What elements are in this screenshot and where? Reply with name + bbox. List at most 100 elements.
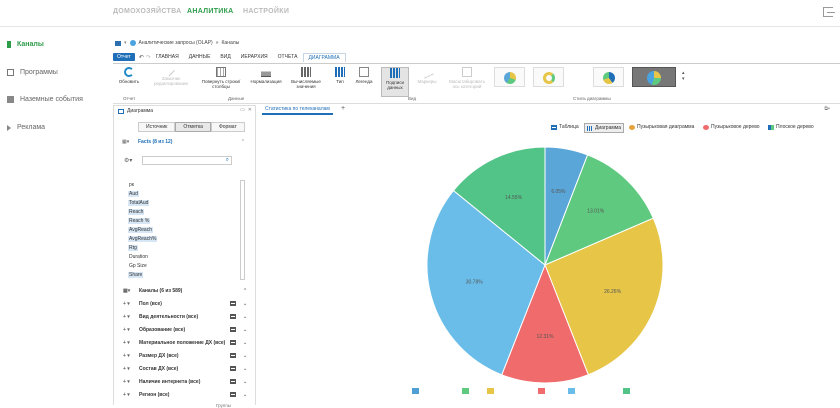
tab-view[interactable]: ВИД (220, 54, 231, 60)
pie-thumb-icon (503, 72, 516, 84)
filter-list-icon[interactable] (230, 327, 236, 332)
chart-style-1[interactable] (494, 67, 525, 87)
tab-data[interactable]: ДАННЫЕ (188, 54, 211, 60)
list-item[interactable]: Rtg (128, 245, 138, 251)
list-item[interactable]: Aud (128, 191, 139, 197)
collapse-icon[interactable]: ⌃ (240, 139, 245, 145)
list-item[interactable]: Reach (128, 209, 145, 215)
bubble-chart-button[interactable]: Пузырьковая диаграмма (627, 123, 696, 131)
group-view-label: Вид (408, 96, 417, 101)
logout-icon[interactable] (823, 7, 835, 17)
chevron-down-icon[interactable]: ⌄ (243, 327, 248, 333)
treemap-icon (768, 124, 774, 130)
segment-mark[interactable]: Отметка (175, 122, 211, 132)
sidebar: Каналы Программы Наземные события Реклам… (0, 27, 110, 405)
filter-list-icon[interactable] (230, 301, 236, 306)
table-icon (551, 124, 557, 130)
chevron-down-icon[interactable]: ⌄ (243, 392, 248, 398)
sidebar-item-programs[interactable]: Программы (7, 69, 58, 76)
list-item[interactable]: Gp Size (129, 263, 147, 269)
calc-chart-icon (301, 67, 311, 77)
chart-style-3[interactable] (593, 67, 624, 87)
panel-close-icon[interactable]: ✕ (247, 107, 252, 113)
sidebar-item-events[interactable]: Наземные события (7, 96, 83, 103)
bubble-tree-button[interactable]: Пузырьковое дерево (701, 123, 762, 131)
chevron-down-icon[interactable]: ⌄ (243, 301, 248, 307)
tab-analytics[interactable]: АНАЛИТИКА (187, 8, 234, 15)
undo-icon[interactable]: ↶ (138, 54, 144, 61)
panel-segments: Источник Отметка Формат (138, 122, 245, 132)
legend-icon (359, 67, 369, 77)
chart-style-2[interactable] (533, 67, 564, 87)
segment-format[interactable]: Формат (210, 122, 245, 132)
sidebar-item-channels[interactable]: Каналы (7, 41, 44, 48)
breadcrumb-current[interactable]: Каналы (221, 40, 240, 46)
visualization-area: Статистика по телеканалам + ⧉▾ Таблица Д… (257, 105, 840, 405)
tab-main[interactable]: ГЛАВНАЯ (155, 54, 179, 60)
table-view-button[interactable]: Таблица (549, 123, 581, 131)
window-controls-icon[interactable]: ⧉▾ (824, 106, 830, 112)
type-button[interactable]: Тип (333, 67, 347, 84)
breadcrumb: ▾ Аналитические запросы (OLAP) » Каналы (115, 40, 239, 46)
markers-button[interactable]: Маркеры (415, 65, 439, 84)
list-item[interactable]: Reach % (128, 218, 151, 224)
sidebar-item-ads[interactable]: Реклама (7, 124, 45, 131)
grid-menu-icon[interactable]: ▦▾ (122, 139, 130, 145)
filter-list-icon[interactable] (230, 353, 236, 358)
filter-list-icon[interactable] (230, 392, 236, 397)
chart-view-button[interactable]: Диаграмма (584, 123, 625, 133)
tab-channel-stats[interactable]: Статистика по телеканалам (262, 105, 333, 115)
list-item[interactable]: AvgReach% (128, 236, 158, 242)
pie-thumb-icon (647, 71, 661, 85)
chart-icon (587, 125, 593, 131)
filter-list-icon[interactable] (230, 366, 236, 371)
tab-settings[interactable]: НАСТРОЙКИ (243, 8, 290, 15)
data-labels-button[interactable]: Подписи данных (381, 67, 409, 97)
legend-button[interactable]: Легенда (353, 67, 375, 84)
filter-list-icon[interactable] (230, 379, 236, 384)
segment-source[interactable]: Источник (138, 122, 176, 132)
field-list-scrollbar[interactable] (240, 180, 245, 280)
rotate-button[interactable]: Повернуть строки/столбцы (201, 67, 241, 89)
chevron-down-icon[interactable]: ⌄ (243, 314, 248, 320)
chevron-down-icon[interactable]: ⌄ (243, 353, 248, 359)
filter-list-icon[interactable] (230, 314, 236, 319)
field-search-input[interactable]: ⌕ (142, 156, 232, 165)
chevron-down-icon[interactable]: ⌄ (243, 366, 248, 372)
normalize-button[interactable]: Нормализация (247, 67, 285, 84)
list-item[interactable]: Share (128, 272, 144, 278)
list-item[interactable]: TotalAud (128, 200, 150, 206)
normalize-icon (261, 67, 271, 77)
list-item[interactable]: рк (129, 182, 134, 188)
report-button[interactable]: Отчет (113, 53, 135, 61)
tab-report[interactable]: ОТЧЕТА (277, 54, 298, 60)
tab-households[interactable]: ДОМОХОЗЯЙСТВА (113, 8, 182, 15)
tab-hierarchy[interactable]: ИЕРАРХИЯ (240, 54, 268, 60)
facts-header[interactable]: Facts (8 из 12) (138, 139, 173, 145)
field-list: рк Aud TotalAud Reach Reach % AvgReach A… (128, 180, 246, 280)
chevron-down-icon[interactable]: ⌄ (243, 340, 248, 346)
panel-minimize-icon[interactable]: ▭ (240, 107, 245, 113)
redo-icon[interactable]: ↷ (145, 54, 151, 61)
events-icon (7, 96, 14, 103)
chevron-down-icon[interactable]: ⌄ (243, 379, 248, 385)
refresh-button[interactable]: Обновить (117, 67, 141, 84)
list-item[interactable]: Duration (129, 254, 148, 260)
panel-title: Диаграмма (127, 108, 154, 114)
style-scroll-icon[interactable]: ▴ ▾ (682, 70, 685, 82)
edit-button[interactable]: Заказчик редактирование (149, 67, 193, 86)
groups-footer[interactable]: Группы (216, 403, 231, 408)
scale-axis-button[interactable]: Масштабировать ось категорий (445, 67, 489, 89)
filter-list-icon[interactable] (230, 340, 236, 345)
chart-type-icon (335, 67, 345, 77)
flat-tree-button[interactable]: Плоское дерево (766, 123, 816, 131)
chevron-up-icon[interactable]: ⌃ (243, 288, 248, 294)
olap-icon (129, 40, 136, 46)
chart-style-4[interactable] (632, 67, 676, 87)
settings-gear-icon[interactable]: ⚙▾ (124, 158, 133, 164)
breadcrumb-source[interactable]: Аналитические запросы (OLAP) (138, 40, 213, 46)
list-item[interactable]: AvgReach (128, 227, 153, 233)
calc-button[interactable]: Вычисляемые значения (289, 67, 323, 89)
add-tab-button[interactable]: + (341, 105, 346, 112)
tab-chart[interactable]: ДИАГРАММА (302, 52, 346, 62)
